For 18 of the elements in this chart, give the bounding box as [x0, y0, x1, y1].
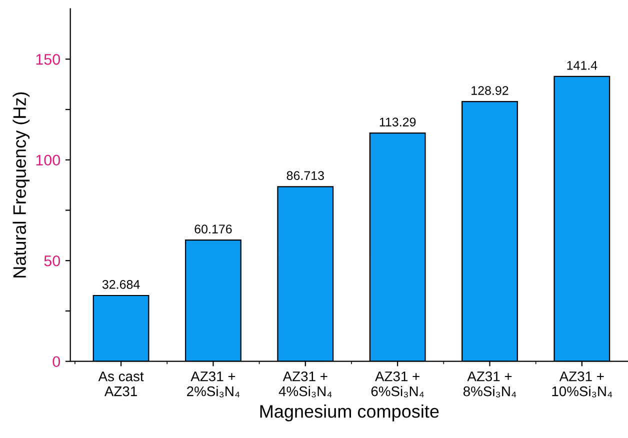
y-tick-label: 150 — [36, 54, 60, 65]
y-tick-label: 100 — [36, 154, 60, 166]
data-label: 113.29 — [380, 118, 416, 126]
x-tick-label: As cast AZ31 — [98, 372, 144, 396]
data-label: 32.684 — [102, 280, 140, 289]
x-axis-title: Magnesium composite — [260, 404, 439, 422]
y-tick-label: 0 — [52, 356, 60, 368]
x-tick-label: AZ31 + 8%Si₃N₄ — [463, 371, 516, 398]
y-axis-title: Natural Frequency (Hz) — [12, 92, 30, 278]
x-tick-label: AZ31 + 4%Si₃N₄ — [278, 371, 332, 398]
x-tick-label: AZ31 + 6%Si₃N₄ — [371, 371, 424, 398]
data-label: 60.176 — [194, 224, 232, 234]
data-label: 86.713 — [286, 171, 324, 180]
x-tick-label: AZ31 + 2%Si₃N₄ — [187, 371, 240, 398]
x-tick-label: AZ31 + 10%Si₃N₄ — [552, 371, 612, 398]
data-label: 128.92 — [472, 86, 508, 95]
y-tick-label: 50 — [44, 255, 60, 266]
data-label: 141.4 — [567, 61, 598, 70]
